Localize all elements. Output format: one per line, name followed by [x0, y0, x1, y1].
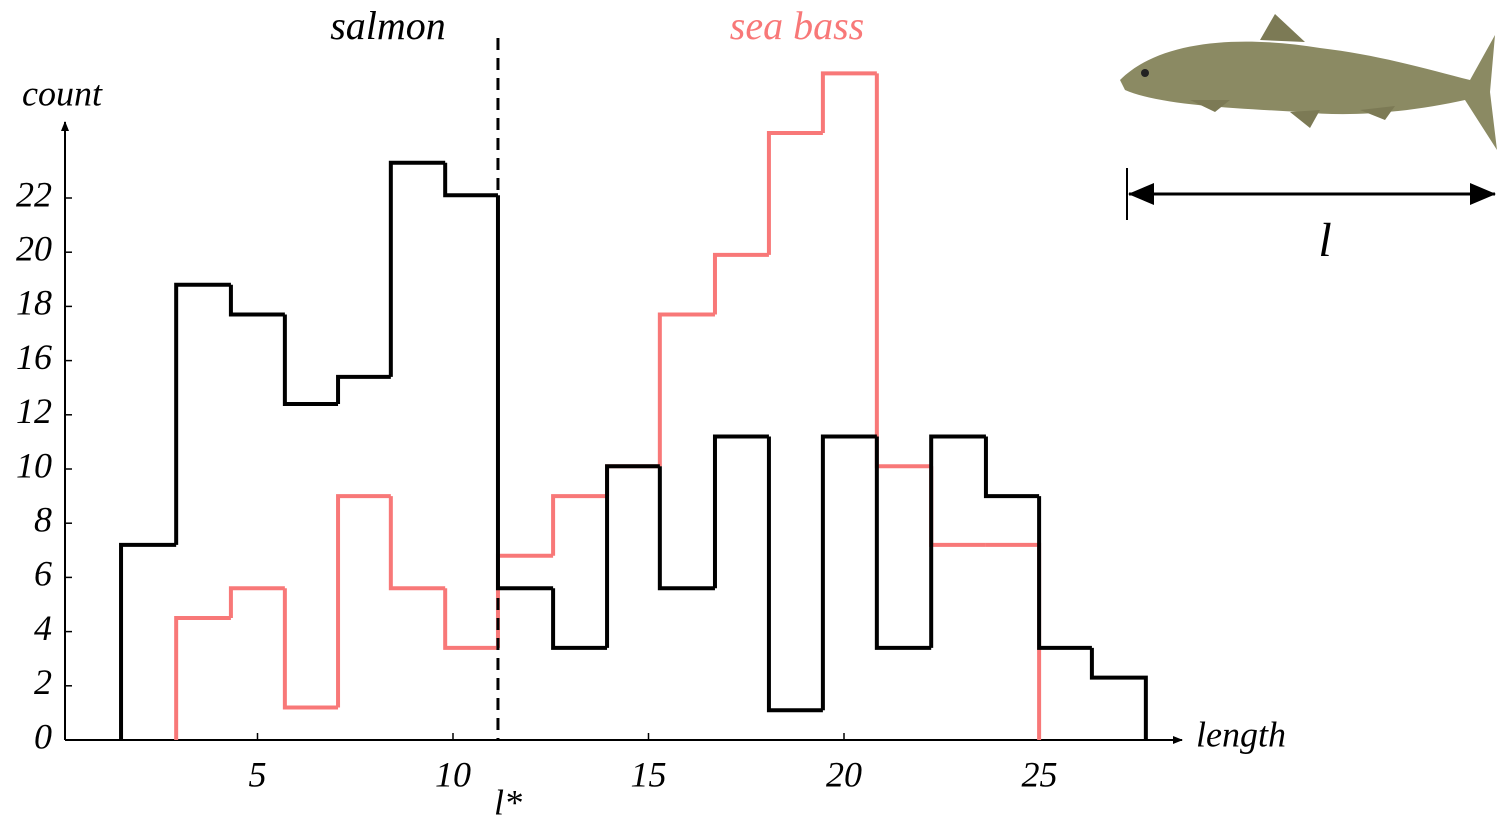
- legend-label: sea bass: [730, 3, 864, 48]
- y-tick-label: 8: [34, 499, 52, 539]
- histogram-bin: [174, 282, 231, 545]
- histogram-bin: [657, 466, 715, 591]
- histogram-bin: [443, 162, 498, 198]
- histogram-bin: [282, 588, 339, 710]
- histogram-bin: [657, 312, 715, 467]
- histogram-bin: [119, 542, 177, 740]
- histogram-bin: [983, 436, 1040, 499]
- y-tick-label: 6: [34, 554, 52, 594]
- x-tick-label: 25: [1022, 754, 1058, 794]
- histogram-bin: [336, 494, 391, 708]
- x-axis-label: length: [1196, 714, 1286, 754]
- histogram-bin: [228, 284, 285, 317]
- y-tick-label: 20: [16, 228, 52, 268]
- y-axis-label: count: [22, 73, 103, 113]
- histogram-bin: [874, 73, 932, 469]
- x-tick-label: 5: [249, 754, 267, 794]
- histogram-bin: [766, 436, 823, 713]
- histogram-bin: [929, 466, 986, 547]
- histogram-bin: [443, 588, 498, 650]
- y-tick-label: 2: [34, 662, 52, 702]
- histogram-bin: [495, 553, 554, 648]
- length-annotation: l: [1318, 214, 1331, 267]
- histogram-bin: [929, 434, 986, 648]
- histogram-bin: [174, 616, 231, 740]
- histogram-bin: [495, 195, 554, 591]
- histogram-bin: [1037, 496, 1092, 650]
- y-tick-label: 22: [16, 174, 52, 214]
- threshold-label: l*: [494, 782, 522, 822]
- histogram-bin: [820, 434, 877, 711]
- histogram-bin: [336, 374, 391, 404]
- histogram-bin: [388, 496, 446, 591]
- histogram-bin: [551, 494, 608, 556]
- y-tick-label: 10: [16, 445, 52, 485]
- histogram-bin: [1089, 647, 1148, 740]
- histogram-bin: [820, 71, 877, 133]
- histogram-bin: [766, 130, 823, 255]
- x-tick-label: 15: [631, 754, 667, 794]
- y-tick-label: 16: [16, 337, 52, 377]
- histogram-bin: [282, 314, 339, 406]
- y-tick-label: 0: [34, 716, 52, 756]
- histogram-bin: [228, 586, 285, 619]
- histogram-bin: [605, 464, 660, 497]
- y-tick-label: 12: [16, 391, 52, 431]
- histogram-bin: [712, 252, 769, 315]
- histogram-bin: [605, 464, 660, 648]
- histogram-bin: [874, 436, 932, 650]
- histogram-bin: [551, 588, 608, 650]
- y-tick-label: 18: [16, 283, 52, 323]
- histogram-bin: [712, 434, 769, 589]
- x-tick-label: 20: [826, 754, 862, 794]
- histogram-bin: [388, 160, 446, 377]
- histogram-bin: [985, 542, 1042, 740]
- fish-illustration: [1120, 14, 1497, 220]
- x-tick-label: 10: [435, 754, 471, 794]
- legend-label: salmon: [330, 3, 446, 48]
- y-tick-label: 4: [34, 608, 52, 648]
